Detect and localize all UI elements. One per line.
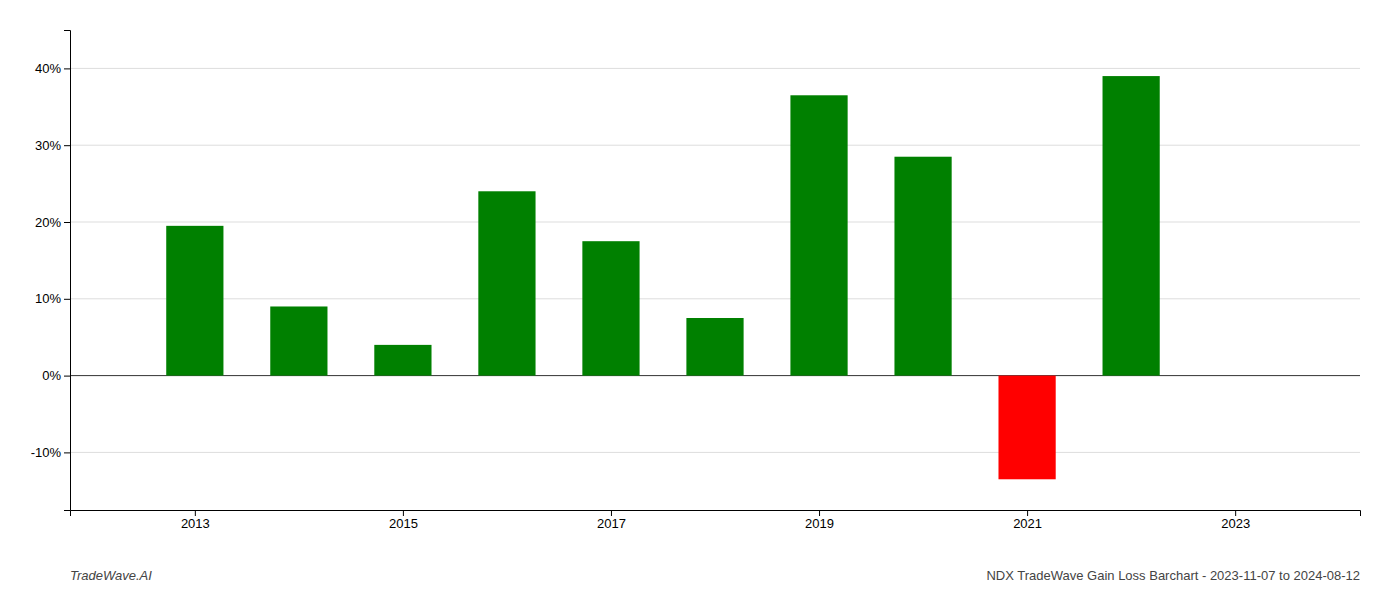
y-tick-mark: [64, 299, 70, 300]
watermark: TradeWave.AI: [70, 568, 152, 583]
x-tick: 2019: [805, 510, 834, 531]
y-tick: 20%: [35, 215, 70, 230]
y-tick-label: 20%: [35, 215, 61, 230]
bar: [374, 345, 431, 376]
bar: [790, 95, 847, 375]
y-tick-mark: [64, 145, 70, 146]
x-tick-label: 2017: [597, 516, 626, 531]
x-tick-label: 2023: [1221, 516, 1250, 531]
y-tick: -10%: [31, 445, 70, 460]
x-tick: 2023: [1221, 510, 1250, 531]
grid-line: [70, 145, 1360, 146]
y-tick: 10%: [35, 291, 70, 306]
grid-line: [70, 222, 1360, 223]
y-tick: 40%: [35, 61, 70, 76]
x-tick: 2015: [389, 510, 418, 531]
x-tick-mark: [1027, 510, 1028, 516]
y-tick-mark: [64, 68, 70, 69]
bar: [1103, 76, 1160, 376]
grid-line: [70, 452, 1360, 453]
grid-line: [70, 298, 1360, 299]
plot: -10%0%10%20%30%40%2013201520172019202120…: [31, 31, 1361, 532]
x-tick-mark: [195, 510, 196, 516]
x-tick: 2017: [597, 510, 626, 531]
y-tick-label: 30%: [35, 138, 61, 153]
y-tick-mark: [64, 376, 70, 377]
x-tick-mark: [403, 510, 404, 516]
x-tick: 2013: [181, 510, 210, 531]
x-tick-label: 2013: [181, 516, 210, 531]
bar: [894, 157, 951, 376]
bar: [686, 318, 743, 376]
y-tick-label: -10%: [31, 445, 62, 460]
x-tick-label: 2015: [389, 516, 418, 531]
bars: [166, 76, 1160, 479]
y-axis-line: [64, 31, 71, 511]
x-tick-label: 2021: [1013, 516, 1042, 531]
x-axis: 2013 2015 2017 2019 2021 2023: [71, 510, 1361, 531]
bar: [166, 226, 223, 376]
bar: [582, 241, 639, 375]
x-tick-label: 2019: [805, 516, 834, 531]
y-tick-label: 40%: [35, 61, 61, 76]
grid: [70, 68, 1360, 452]
grid-line: [70, 68, 1360, 69]
x-axis-line: [71, 511, 1361, 517]
y-tick: 30%: [35, 138, 70, 153]
y-axis: -10% 0% 10% 20% 30% 40%: [31, 31, 71, 511]
x-tick: 2021: [1013, 510, 1042, 531]
y-tick-label: 0%: [42, 368, 61, 383]
x-tick-mark: [819, 510, 820, 516]
y-tick-label: 10%: [35, 291, 61, 306]
y-tick-mark: [64, 222, 70, 223]
bar: [270, 306, 327, 375]
bar: [478, 191, 535, 375]
chart: -10%0%10%20%30%40%2013201520172019202120…: [0, 0, 1400, 600]
title: NDX TradeWave Gain Loss Barchart - 2023-…: [986, 568, 1360, 583]
bar: [998, 376, 1055, 480]
y-tick-mark: [64, 452, 70, 453]
x-tick-mark: [611, 510, 612, 516]
y-tick: 0%: [42, 368, 70, 383]
x-tick-mark: [1235, 510, 1236, 516]
